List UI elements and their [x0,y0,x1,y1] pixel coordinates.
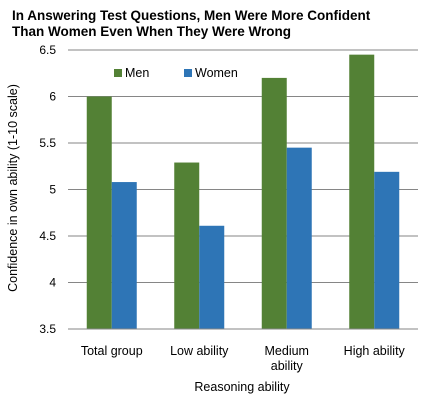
legend: Men Women [114,66,238,80]
y-tick-label: 6 [49,90,56,104]
x-tick-label: ability [271,359,304,373]
x-tick-label: Medium [265,344,309,358]
bar-men-3 [349,54,375,330]
x-tick-label: Low ability [170,344,229,358]
chart-title-line-1: In Answering Test Questions, Men Were Mo… [12,8,371,23]
bar-men-0 [86,96,112,329]
legend-label-women: Women [195,66,238,80]
legend-label-men: Men [125,66,149,80]
y-tick-label: 4.5 [39,229,56,243]
bar-women-3 [374,171,400,329]
x-axis-label: Reasoning ability [194,380,290,394]
y-tick-label: 5 [49,183,56,197]
y-tick-labels: 3.5 4 4.5 5 5.5 6 6.5 [39,43,56,336]
bar-men-1 [174,162,200,329]
bar-men-2 [261,77,287,330]
legend-swatch-women [184,69,192,77]
chart-title-line-2: Than Women Even When They Were Wrong [12,24,292,39]
x-tick-label: High ability [344,344,406,358]
y-tick-label: 5.5 [39,136,56,150]
x-tick-label: Total group [81,344,143,358]
chart-title: In Answering Test Questions, Men Were Mo… [12,8,422,40]
bars [86,54,400,330]
y-axis-label: Confidence in own ability (1-10 scale) [6,84,20,292]
legend-swatch-men [114,69,122,77]
y-tick-label: 4 [49,276,56,290]
bar-women-0 [111,182,137,329]
bar-women-2 [286,147,312,329]
y-tick-label: 3.5 [39,322,56,336]
bar-women-1 [199,225,225,329]
y-tick-label: 6.5 [39,43,56,57]
